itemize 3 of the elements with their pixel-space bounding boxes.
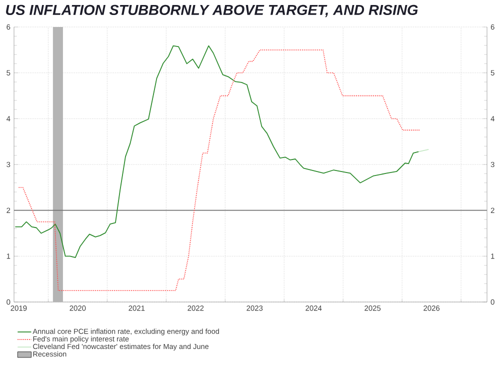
chart-title: US INFLATION STUBBORNLY ABOVE TARGET, AND RISING: [6, 4, 418, 18]
line-series: [14, 45, 420, 258]
line-series: [18, 49, 421, 291]
